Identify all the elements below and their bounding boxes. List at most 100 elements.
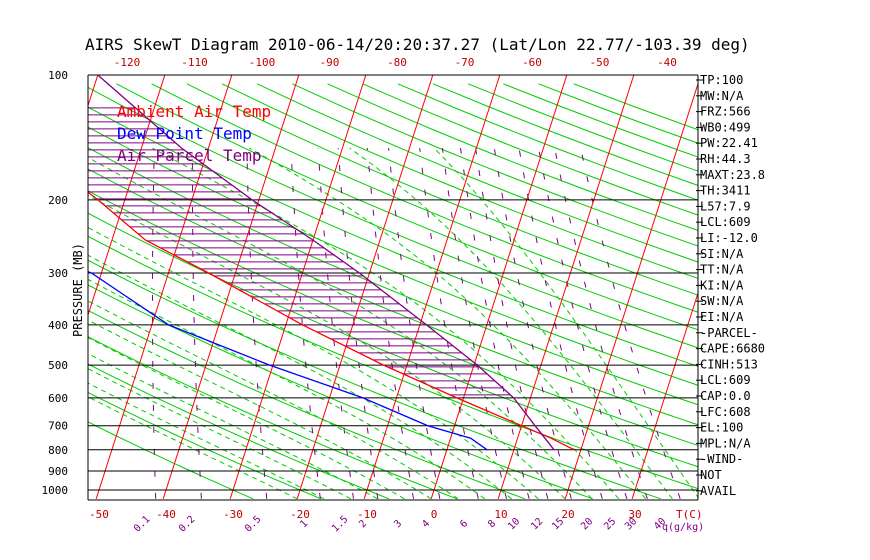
index-value: MAXT:23.8 xyxy=(700,168,765,182)
moist-adiabat xyxy=(88,300,459,500)
mixing-ratio-line xyxy=(388,148,441,499)
index-value: TH:3411 xyxy=(700,184,751,198)
legend-entry: Dew Point Temp xyxy=(117,124,252,143)
mixing-ratio-lines xyxy=(152,147,681,499)
bottom-temp-tick-label: 0 xyxy=(431,508,438,521)
mixing-ratio-line xyxy=(317,148,354,499)
pressure-tick-label: 1000 xyxy=(42,484,69,497)
index-value: FRZ:566 xyxy=(700,105,751,119)
dry-adiabat xyxy=(432,83,698,186)
isotherm xyxy=(88,75,166,317)
index-value: MW:N/A xyxy=(700,89,744,103)
dry-adiabat xyxy=(397,83,698,201)
pressure-tick-label: 400 xyxy=(48,319,68,332)
isotherm-lines xyxy=(0,56,870,499)
pressure-tick-label: 600 xyxy=(48,392,68,405)
chart-title: AIRS SkewT Diagram 2010-06-14/20:20:37.2… xyxy=(85,35,750,54)
mixing-ratio-tick-label: 6 xyxy=(458,518,470,530)
top-temp-tick-labels: -120 -110 -100 -90 -80 -70 -60 -50 -40 xyxy=(114,56,677,69)
index-value: LCL:609 xyxy=(700,373,751,387)
y-axis-label: PRESSURE (MB) xyxy=(71,243,85,337)
bottom-temp-tick-label: -30 xyxy=(223,508,243,521)
dry-adiabat xyxy=(88,309,525,500)
isotherm xyxy=(229,75,367,499)
pressure-tick-label: 900 xyxy=(48,465,68,478)
bottom-temp-tick-label: 10 xyxy=(494,508,507,521)
mixing-ratio-line xyxy=(460,148,530,499)
dry-adiabat-lines xyxy=(88,83,698,500)
dry-adiabat xyxy=(88,259,661,500)
dry-adiabat xyxy=(88,106,698,367)
pressure-tick-label: 100 xyxy=(48,69,68,82)
moist-adiabat xyxy=(248,147,646,500)
mixing-ratio-tick-label: 0.1 xyxy=(132,514,153,535)
isotherm xyxy=(631,291,698,499)
dry-adiabat xyxy=(88,86,698,349)
profile-lines xyxy=(88,75,575,451)
pressure-tick-label: 500 xyxy=(48,359,68,372)
index-value: NOT xyxy=(700,468,722,482)
top-temp-tick-label: -70 xyxy=(455,56,475,69)
mixing-ratio-tick-labels: 0.1 0.2 0.5 1 1.5 2 3 4 6 8 10 12 15 20 25 30 40 xyxy=(132,514,668,535)
top-temp-tick-label: -60 xyxy=(522,56,542,69)
index-value: PW:22.41 xyxy=(700,136,758,150)
mixing-ratio-tick-label: 12 xyxy=(529,516,545,532)
mixing-ratio-tick-label: 0.5 xyxy=(243,514,264,535)
mixing-ratio-tick-label: 0.2 xyxy=(177,514,198,535)
isotherm xyxy=(296,75,434,499)
cape-hatch xyxy=(88,107,511,396)
legend-entry: Air Parcel Temp xyxy=(117,146,262,165)
dry-adiabat xyxy=(116,83,698,331)
ambient-temp-line xyxy=(88,191,575,451)
index-value: EL:100 xyxy=(700,421,743,435)
dry-adiabat xyxy=(186,83,698,296)
dry-adiabat xyxy=(88,168,698,426)
top-temp-tick-label: -80 xyxy=(387,56,407,69)
index-value: RH:44.3 xyxy=(700,152,751,166)
axes xyxy=(87,75,699,501)
bottom-temp-tick-labels: -50 -40 -30 -20 -10 0 10 20 30 xyxy=(89,508,642,521)
pressure-tick-label: 200 xyxy=(48,194,68,207)
pressure-tick-label: 700 xyxy=(48,420,68,433)
dry-adiabat xyxy=(327,83,698,231)
top-temp-tick-label: -90 xyxy=(320,56,340,69)
top-temp-tick-label: -100 xyxy=(249,56,276,69)
index-value: -WIND- xyxy=(700,452,743,466)
index-value: LFC:608 xyxy=(700,405,751,419)
mixing-ratio-tick-label: 25 xyxy=(602,516,618,532)
index-value: SI:N/A xyxy=(700,247,744,261)
index-value: LCL:609 xyxy=(700,215,751,229)
isotherm xyxy=(766,56,870,499)
index-value: CAP:0.0 xyxy=(700,389,751,403)
pressure-tick-label: 300 xyxy=(48,267,68,280)
top-temp-tick-label: -110 xyxy=(181,56,208,69)
isotherm xyxy=(162,75,300,499)
mixing-ratio-line xyxy=(152,148,157,499)
dry-adiabat xyxy=(467,83,698,172)
index-value: TT:N/A xyxy=(700,263,744,277)
index-value: EI:N/A xyxy=(700,310,744,324)
x-axis-label: T(C) xyxy=(676,508,703,521)
index-value: AVAIL xyxy=(700,484,736,498)
isotherm xyxy=(564,82,698,499)
index-value: CAPE:6680 xyxy=(700,342,765,356)
legend: Ambient Air Temp Dew Point Temp Air Parcel… xyxy=(117,102,271,165)
dry-adiabat xyxy=(362,83,698,216)
moist-adiabat xyxy=(349,147,673,500)
index-value: MPL:N/A xyxy=(700,436,751,450)
top-temp-tick-label: -40 xyxy=(657,56,677,69)
dry-adiabat xyxy=(292,83,698,247)
mixing-ratio-tick-label: 3 xyxy=(392,518,404,530)
mixing-ratio-line xyxy=(580,147,681,499)
bottom-temp-tick-label: -20 xyxy=(290,508,310,521)
isotherm xyxy=(430,75,568,499)
dry-adiabat xyxy=(221,83,698,279)
isotherm xyxy=(95,75,233,499)
legend-entry: Ambient Air Temp xyxy=(117,102,271,121)
isotherm xyxy=(0,56,37,499)
mixing-ratio-tick-label: 1.5 xyxy=(330,514,351,535)
index-value: LI:-12.0 xyxy=(700,231,758,245)
dry-adiabat xyxy=(88,212,698,468)
pressure-tick-labels: 100 200 300 400 500 600 700 800 900 1000 xyxy=(42,69,69,497)
